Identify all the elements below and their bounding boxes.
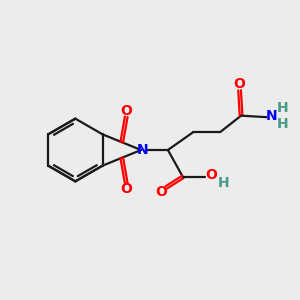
Text: H: H [277,100,289,115]
Text: O: O [155,185,167,199]
Text: O: O [234,77,245,91]
Text: O: O [120,182,132,196]
Text: O: O [205,168,217,182]
Text: N: N [137,143,148,157]
Text: H: H [277,117,289,131]
Text: H: H [217,176,229,190]
Text: N: N [266,109,278,123]
Text: O: O [120,104,132,118]
